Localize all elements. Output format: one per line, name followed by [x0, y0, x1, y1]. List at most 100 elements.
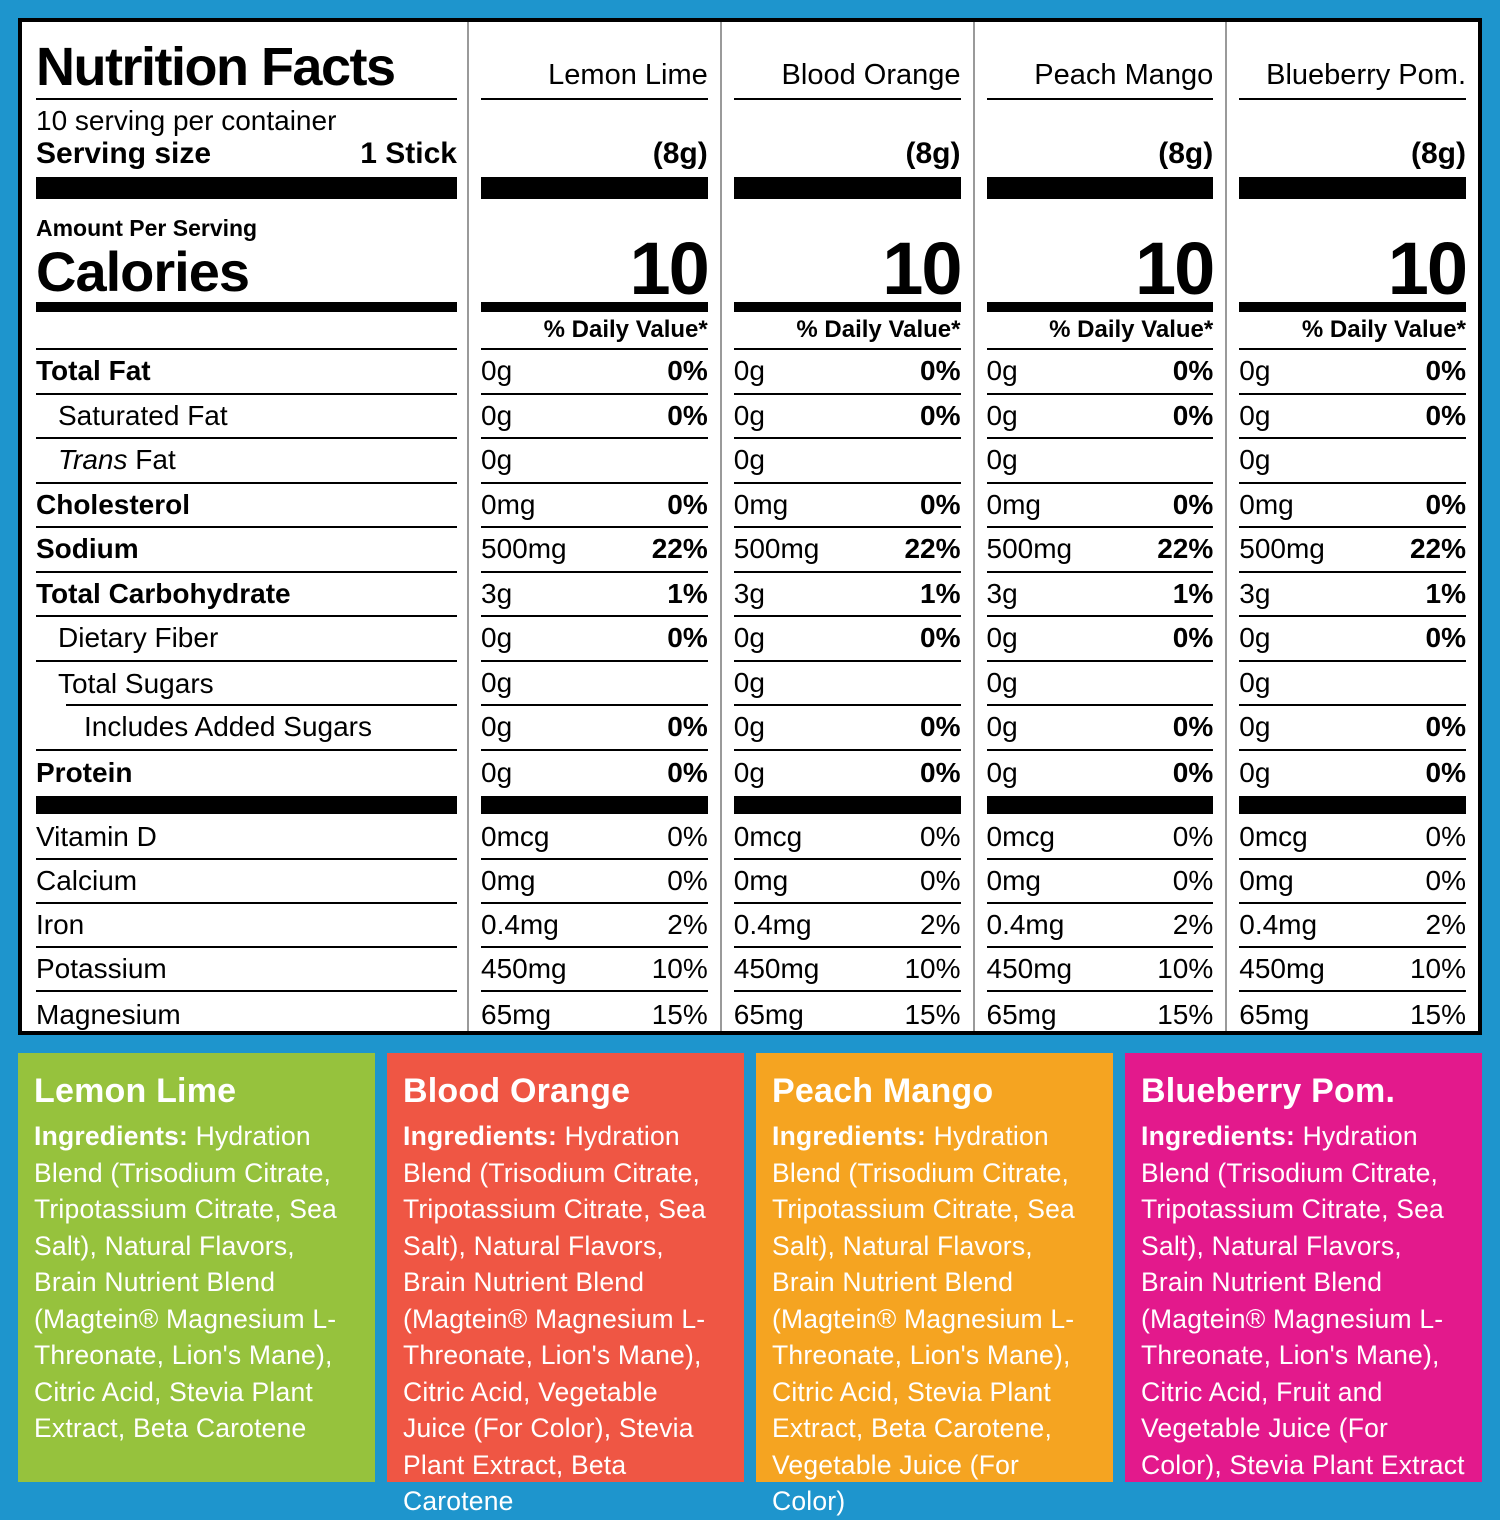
amount-cell-dietary-fiber: 0g [1239, 622, 1271, 654]
amount-cell-sodium: 500mg [733, 533, 820, 565]
nutrient-row-total-carbohydrate-blood-orange: 3g 1% [733, 573, 961, 617]
dv-cell-total-fat: 0% [1425, 355, 1466, 387]
dv-cell-total-carbohydrate: 1% [667, 577, 708, 609]
serving-size-value: 1 Stick [360, 137, 457, 170]
calories-value-blueberry-pom: 10 [1387, 226, 1468, 310]
thick-black-bar [1239, 177, 1466, 199]
micronutrient-row-magnesium-blueberry-pom: 65mg 15% [1239, 992, 1466, 1031]
micronutrient-cells: 0.4mg 2% [987, 909, 1214, 941]
amount-cell-protein: 0g [481, 756, 513, 788]
nutrient-cells: 3g 1% [1239, 578, 1466, 610]
flavor-name-peach-mango: Peach Mango [1034, 59, 1214, 91]
serving-grams-row-peach-mango: (8g) [987, 137, 1214, 170]
dv-cell-calcium: 0% [920, 865, 961, 896]
flavor-column-lemon-lime: Lemon Lime (8g) 10% Daily Value* 0g 0% 0g 0% 0g… [467, 22, 720, 1031]
dv-cell-magnesium: 15% [904, 998, 961, 1030]
nutrient-row-trans-fat-peach-mango: 0g [986, 439, 1214, 484]
calories-block-blueberry-pom: 10 [1239, 205, 1468, 310]
amount-cell-total-fat: 0g [1239, 355, 1271, 387]
calories-value-peach-mango: 10 [1134, 226, 1215, 310]
dv-cell-cholesterol: 0% [1425, 488, 1466, 520]
nutrient-cells: 0g 0% [987, 400, 1214, 432]
amount-cell-calcium: 0mg [481, 865, 536, 896]
micronutrient-cells: 0mg 0% [481, 865, 708, 897]
dv-cell-vitamin-d: 0% [1425, 821, 1466, 852]
nutrient-row-trans-fat-lemon-lime: 0g [481, 439, 708, 484]
nutrient-cells: 0g 0% [1239, 622, 1466, 654]
amount-cell-iron: 0.4mg [1239, 909, 1318, 940]
amount-cell-total-sugars: 0g [733, 666, 765, 698]
nutrient-cells: 0g [987, 667, 1214, 699]
amount-cell-saturated-fat: 0g [481, 399, 513, 431]
thick-black-bar [733, 177, 961, 199]
micronutrient-cells: 0.4mg 2% [481, 909, 708, 941]
flavor-panel-title-blood-orange: Blood Orange [403, 1072, 631, 1110]
nutrient-label-protein: Protein [36, 756, 133, 788]
ingredient-panels-row: Lemon Lime Ingredients: Hydration Blend (… [18, 1053, 1482, 1516]
nutrient-row-total-carbohydrate-lemon-lime: 3g 1% [481, 573, 708, 617]
serving-grams-value: (8g) [905, 137, 961, 170]
dv-cell-includes-added-sugars: 0% [1425, 711, 1466, 743]
nutrient-cells: 3g 1% [734, 578, 961, 610]
amount-cell-dietary-fiber: 0g [986, 622, 1018, 654]
nutrient-value-rows-blood-orange: 0g 0% 0g 0% 0g 0mg 0% 500mg 22% 3g 1% 0g 0% 0g 0g 0% 0g 0… [733, 350, 961, 796]
serving-grams-row-blood-orange: (8g) [734, 137, 961, 170]
serving-info-block-peach-mango: (8g) [987, 100, 1214, 172]
micronutrient-value-rows-lemon-lime: 0mcg 0% 0mg 0% 0.4mg 2% 450mg 10% 65mg 15% [481, 816, 708, 1031]
thick-black-bar [36, 177, 457, 199]
amount-cell-potassium: 450mg [481, 953, 567, 984]
nutrient-cells: 0g [481, 444, 708, 476]
dv-cell-potassium: 10% [904, 953, 961, 984]
dv-cell-calcium: 0% [1425, 865, 1466, 896]
micronutrient-label-potassium: Potassium [36, 953, 167, 984]
micronutrient-row-calcium-peach-mango: 0mg 0% [986, 860, 1214, 904]
amount-cell-saturated-fat: 0g [986, 399, 1018, 431]
nutrient-row-dietary-fiber-peach-mango: 0g 0% [986, 617, 1214, 662]
nutrient-cells: 0g 0% [987, 757, 1214, 789]
nutrient-row-dietary-fiber-blood-orange: 0g 0% [733, 617, 961, 662]
dv-cell-total-carbohydrate: 1% [920, 577, 961, 609]
nutrient-row-total-sugars-blueberry-pom: 0g [1239, 662, 1466, 706]
dv-cell-includes-added-sugars: 0% [1172, 711, 1214, 743]
nutrient-cells: 0g 0% [1239, 757, 1466, 789]
dv-cell-protein: 0% [667, 756, 708, 788]
nutrient-cells: 500mg 22% [1239, 533, 1466, 565]
micronutrient-row-vitamin-d: Vitamin D [36, 816, 457, 860]
dv-cell-total-fat: 0% [1172, 355, 1214, 387]
nutrient-row-protein-blood-orange: 0g 0% [734, 751, 961, 796]
dv-cell-potassium: 10% [651, 953, 708, 984]
nutrient-row-saturated-fat-blueberry-pom: 0g 0% [1239, 395, 1466, 439]
dv-cell-protein: 0% [1425, 756, 1466, 788]
dv-cell-sodium: 22% [1157, 533, 1214, 565]
nutrient-cells: 0g 0% [734, 711, 961, 743]
dv-cell-magnesium: 15% [1409, 998, 1466, 1030]
micronutrient-cells: 0mg 0% [734, 865, 961, 897]
nutrient-row-sodium: Sodium [36, 528, 457, 573]
nutrient-row-includes-added-sugars-blood-orange: 0g 0% [733, 706, 961, 751]
nutrient-label-cholesterol: Cholesterol [36, 488, 191, 520]
amount-cell-vitamin-d: 0mcg [1239, 821, 1308, 852]
nutrient-row-protein: Protein [36, 751, 457, 796]
micronutrient-row-magnesium: Magnesium [36, 992, 457, 1031]
micronutrient-row-iron-blood-orange: 0.4mg 2% [733, 904, 961, 948]
micronutrient-cells: 450mg 10% [734, 953, 961, 985]
nutrient-cells: 500mg 22% [734, 533, 961, 565]
serving-grams-value: (8g) [1158, 137, 1214, 170]
nutrition-facts-columns: Nutrition Facts 10 serving per container… [22, 22, 1478, 1031]
dv-cell-cholesterol: 0% [1172, 488, 1214, 520]
flavor-column-blood-orange: Blood Orange (8g) 10 % Daily Value* 0g 0% 0g 0%… [719, 22, 973, 1031]
dv-cell-iron: 2% [1172, 909, 1214, 940]
daily-value-header-row-lemon-lime: % Daily Value* [481, 312, 708, 350]
nutrient-row-dietary-fiber: Dietary Fiber [36, 617, 457, 662]
separator-bar-row [733, 177, 961, 205]
nutrient-row-total-fat: Total Fat [36, 350, 457, 395]
nutrient-cells: 500mg 22% [987, 533, 1214, 565]
nutrient-row-includes-added-sugars-lemon-lime: 0g 0% [481, 706, 708, 751]
nutrient-row-protein-lemon-lime: 0g 0% [481, 751, 708, 796]
micronutrient-cells: 0mcg 0% [481, 821, 708, 853]
nutrient-row-total-sugars-lemon-lime: 0g [481, 662, 708, 706]
micronutrient-row-magnesium-peach-mango: 65mg 15% [987, 992, 1214, 1031]
nutrient-cells: 0g [987, 444, 1214, 476]
thick-black-bar [986, 796, 1214, 814]
empty-servings-space [481, 104, 708, 137]
